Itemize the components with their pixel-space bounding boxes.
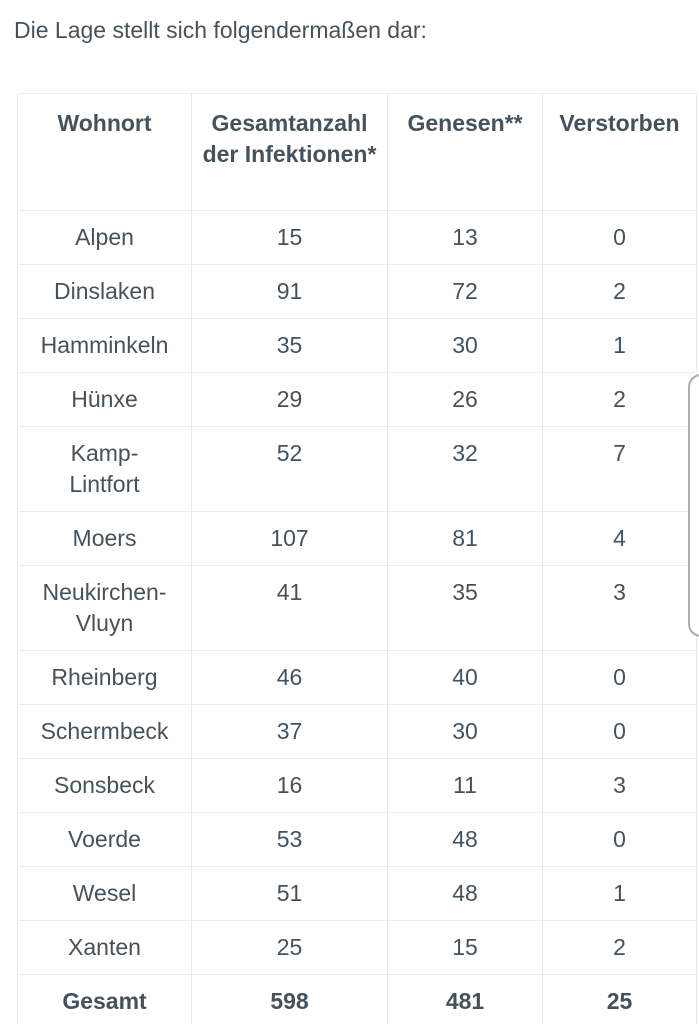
table-row: Neukirchen-Vluyn 41 35 3 bbox=[17, 565, 697, 651]
cell-wohnort: Alpen bbox=[17, 210, 192, 265]
cell-verstorben: 4 bbox=[542, 511, 697, 566]
table-row: Moers 107 81 4 bbox=[17, 511, 697, 566]
cell-genesen: 11 bbox=[387, 758, 543, 813]
cell-genesen: 13 bbox=[387, 210, 543, 265]
cell-wohnort: Dinslaken bbox=[17, 264, 192, 319]
cell-infektionen: 16 bbox=[191, 758, 388, 813]
cell-infektionen-total: 598 bbox=[191, 974, 388, 1024]
cell-wohnort: Rheinberg bbox=[17, 650, 192, 705]
cell-wohnort: Xanten bbox=[17, 920, 192, 975]
cell-genesen: 35 bbox=[387, 565, 543, 651]
cell-wohnort: Hünxe bbox=[17, 372, 192, 427]
column-header-genesen: Genesen** bbox=[387, 93, 543, 211]
cell-wohnort: Neukirchen-Vluyn bbox=[17, 565, 192, 651]
cell-verstorben: 1 bbox=[542, 318, 697, 373]
cell-infektionen: 25 bbox=[191, 920, 388, 975]
cell-wohnort: Hamminkeln bbox=[17, 318, 192, 373]
column-header-infektionen: Gesamtanzahl der Infektionen* bbox=[191, 93, 388, 211]
table-row: Kamp-Lintfort 52 32 7 bbox=[17, 426, 697, 512]
scrollbar-thumb[interactable] bbox=[688, 374, 699, 637]
cell-verstorben: 3 bbox=[542, 758, 697, 813]
header-row: Wohnort Gesamtanzahl der Infektionen* Ge… bbox=[17, 93, 697, 211]
table-row: Schermbeck 37 30 0 bbox=[17, 704, 697, 759]
intro-text: Die Lage stellt sich folgendermaßen dar: bbox=[14, 17, 427, 43]
cell-infektionen: 46 bbox=[191, 650, 388, 705]
cell-infektionen: 15 bbox=[191, 210, 388, 265]
cell-genesen: 32 bbox=[387, 426, 543, 512]
cell-genesen: 81 bbox=[387, 511, 543, 566]
cell-infektionen: 37 bbox=[191, 704, 388, 759]
column-header-verstorben: Verstorben bbox=[542, 93, 697, 211]
cell-infektionen: 91 bbox=[191, 264, 388, 319]
cell-infektionen: 52 bbox=[191, 426, 388, 512]
table-row: Rheinberg 46 40 0 bbox=[17, 650, 697, 705]
cell-wohnort: Voerde bbox=[17, 812, 192, 867]
cell-infektionen: 41 bbox=[191, 565, 388, 651]
cell-genesen: 30 bbox=[387, 318, 543, 373]
table-row: Sonsbeck 16 11 3 bbox=[17, 758, 697, 813]
cell-wohnort: Sonsbeck bbox=[17, 758, 192, 813]
cell-infektionen: 53 bbox=[191, 812, 388, 867]
cell-wohnort-total: Gesamt bbox=[17, 974, 192, 1024]
cell-genesen: 72 bbox=[387, 264, 543, 319]
column-header-wohnort: Wohnort bbox=[17, 93, 192, 211]
cell-verstorben: 2 bbox=[542, 264, 697, 319]
cell-wohnort: Schermbeck bbox=[17, 704, 192, 759]
cell-verstorben: 7 bbox=[542, 426, 697, 512]
total-row: Gesamt 598 481 25 bbox=[17, 974, 697, 1024]
cell-infektionen: 107 bbox=[191, 511, 388, 566]
cell-genesen: 48 bbox=[387, 812, 543, 867]
infections-table: Wohnort Gesamtanzahl der Infektionen* Ge… bbox=[17, 93, 697, 1024]
table-row: Dinslaken 91 72 2 bbox=[17, 264, 697, 319]
cell-verstorben: 2 bbox=[542, 372, 697, 427]
cell-verstorben: 0 bbox=[542, 704, 697, 759]
cell-genesen: 40 bbox=[387, 650, 543, 705]
cell-verstorben: 2 bbox=[542, 920, 697, 975]
cell-genesen: 26 bbox=[387, 372, 543, 427]
table-row: Hünxe 29 26 2 bbox=[17, 372, 697, 427]
cell-verstorben: 1 bbox=[542, 866, 697, 921]
cell-wohnort: Moers bbox=[17, 511, 192, 566]
cell-genesen: 30 bbox=[387, 704, 543, 759]
cell-wohnort: Kamp-Lintfort bbox=[17, 426, 192, 512]
cell-verstorben: 0 bbox=[542, 812, 697, 867]
cell-genesen: 48 bbox=[387, 866, 543, 921]
cell-genesen-total: 481 bbox=[387, 974, 543, 1024]
table-row: Hamminkeln 35 30 1 bbox=[17, 318, 697, 373]
cell-genesen: 15 bbox=[387, 920, 543, 975]
table-row: Xanten 25 15 2 bbox=[17, 920, 697, 975]
cell-wohnort: Wesel bbox=[17, 866, 192, 921]
cell-infektionen: 35 bbox=[191, 318, 388, 373]
cell-verstorben: 0 bbox=[542, 210, 697, 265]
cell-infektionen: 51 bbox=[191, 866, 388, 921]
cell-verstorben: 0 bbox=[542, 650, 697, 705]
table-row: Wesel 51 48 1 bbox=[17, 866, 697, 921]
cell-verstorben: 3 bbox=[542, 565, 697, 651]
table-row: Alpen 15 13 0 bbox=[17, 210, 697, 265]
cell-infektionen: 29 bbox=[191, 372, 388, 427]
table-row: Voerde 53 48 0 bbox=[17, 812, 697, 867]
cell-verstorben-total: 25 bbox=[542, 974, 697, 1024]
